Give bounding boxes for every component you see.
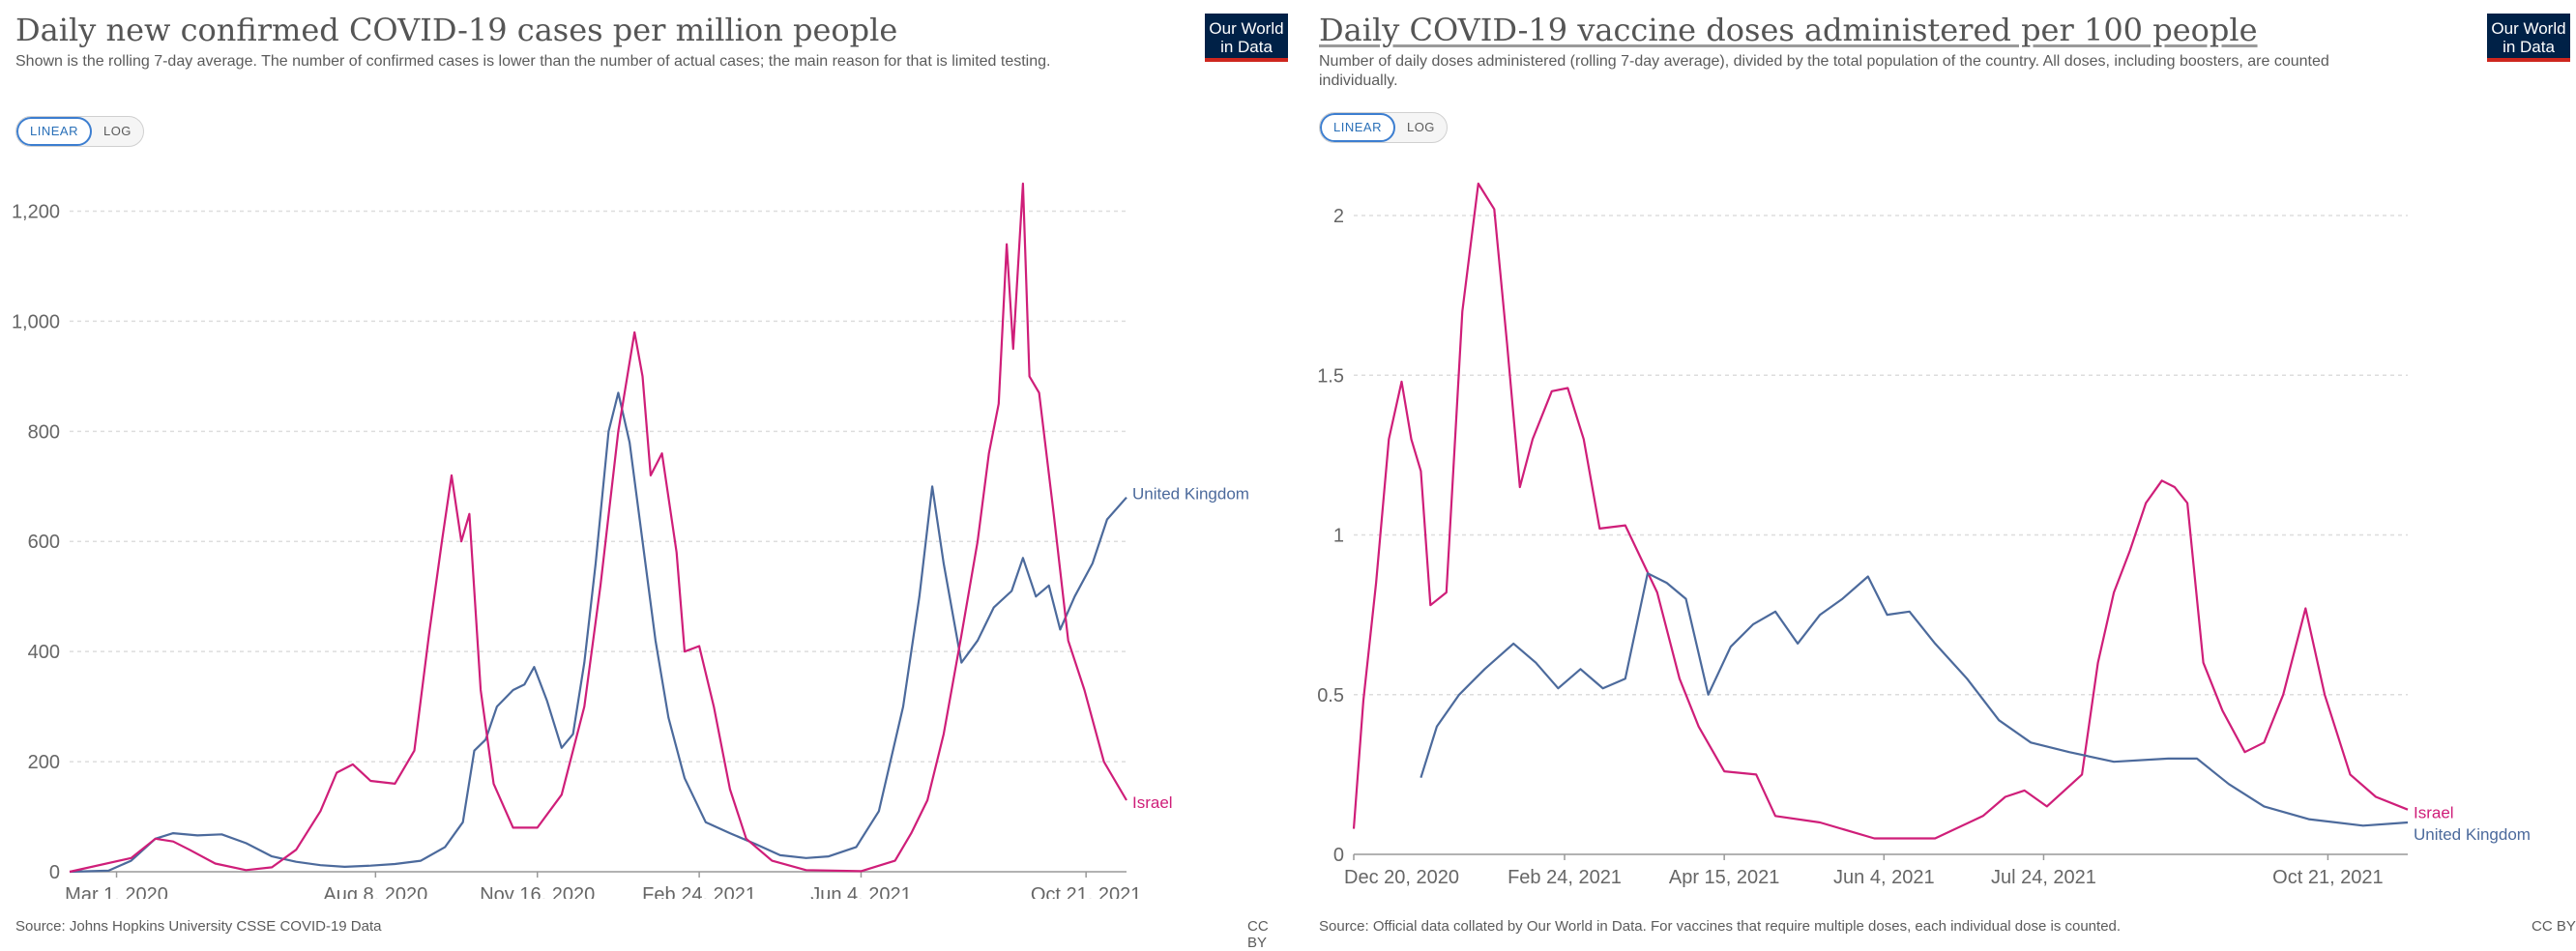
series-line [1420, 572, 2409, 827]
x-tick-label: Dec 20, 2020 [1344, 867, 1459, 888]
logo-line-1: Our World [1209, 19, 1284, 38]
linear-scale-button[interactable]: LINEAR [1320, 113, 1395, 142]
linear-scale-button[interactable]: LINEAR [16, 117, 92, 146]
cases-line-chart[interactable]: 0 200 400 600 800 1,000 1,200 Mar 1, 2020 Aug 8,… [0, 145, 1288, 899]
chart-subtitle: Number of daily doses administered (roll… [1319, 53, 2329, 89]
series-end-label: United Kingdom [1132, 485, 1249, 504]
x-tick-label: Feb 24, 2021 [642, 884, 756, 899]
owid-logo[interactable]: Our World in Data [1205, 14, 1288, 62]
logo-rule [1205, 58, 1288, 62]
series-line [69, 182, 1127, 874]
y-tick-label: 600 [28, 532, 60, 553]
vaccine-line-chart[interactable]: 0 0.5 1 1.5 2 Dec 20, 2020 Feb 24, 2021 Apr 15,… [1303, 145, 2576, 899]
series-line [1352, 182, 2409, 840]
series-line [69, 391, 1127, 874]
y-tick-label: 0 [1333, 845, 1344, 866]
x-tick-label: Nov 16, 2020 [480, 884, 595, 899]
license-link[interactable]: CC BY [1247, 918, 1269, 951]
y-tick-label: 400 [28, 642, 60, 663]
y-tick-label: 200 [28, 752, 60, 773]
license-link[interactable]: CC BY [2532, 918, 2576, 935]
logo-line-2: in Data [1220, 38, 1273, 56]
x-tick-label: Mar 1, 2020 [65, 884, 168, 899]
y-tick-label: 1.5 [1317, 365, 1344, 387]
x-tick-label: Oct 21, 2021 [1031, 884, 1142, 899]
y-tick-label: 800 [28, 421, 60, 443]
x-tick-label: Oct 21, 2021 [2272, 867, 2384, 888]
cases-chart-panel: Daily new confirmed COVID-19 cases per m… [0, 0, 1288, 951]
chart-subtitle: Shown is the rolling 7-day average. The … [15, 53, 1051, 70]
log-scale-button[interactable]: LOG [102, 124, 132, 138]
x-tick-label: Feb 24, 2021 [1508, 867, 1622, 888]
vaccine-chart-panel: Daily COVID-19 vaccine doses administere… [1303, 0, 2576, 943]
y-tick-label: 2 [1333, 206, 1344, 227]
y-tick-label: 1 [1333, 526, 1344, 547]
x-tick-label: Aug 8, 2020 [323, 884, 427, 899]
owid-logo[interactable]: Our World in Data [2487, 14, 2570, 62]
source-note[interactable]: Source: Official data collated by Our Wo… [1319, 918, 2122, 935]
x-tick-label: Jun 4, 2021 [1833, 867, 1935, 888]
y-tick-label: 1,200 [12, 201, 60, 222]
logo-line-1: Our World [2491, 19, 2566, 38]
x-tick-label: Apr 15, 2021 [1669, 867, 1780, 888]
scale-toggle: LINEAR LOG [1319, 112, 1448, 143]
scale-toggle: LINEAR LOG [15, 116, 144, 147]
logo-line-2: in Data [2503, 38, 2555, 56]
x-tick-label: Jun 4, 2021 [810, 884, 912, 899]
chart-title: Daily new confirmed COVID-19 cases per m… [15, 12, 898, 48]
source-note[interactable]: Source: Johns Hopkins University CSSE CO… [15, 918, 382, 935]
chart-title[interactable]: Daily COVID-19 vaccine doses administere… [1319, 12, 2258, 48]
series-end-label: United Kingdom [2414, 825, 2531, 844]
logo-rule [2487, 58, 2570, 62]
series-end-label: Israel [1132, 793, 1173, 812]
log-scale-button[interactable]: LOG [1406, 120, 1435, 134]
y-tick-label: 0 [49, 862, 60, 883]
y-tick-label: 1,000 [12, 311, 60, 332]
y-tick-label: 0.5 [1317, 685, 1344, 706]
series-end-label: Israel [2414, 804, 2454, 822]
x-tick-label: Jul 24, 2021 [1991, 867, 2096, 888]
